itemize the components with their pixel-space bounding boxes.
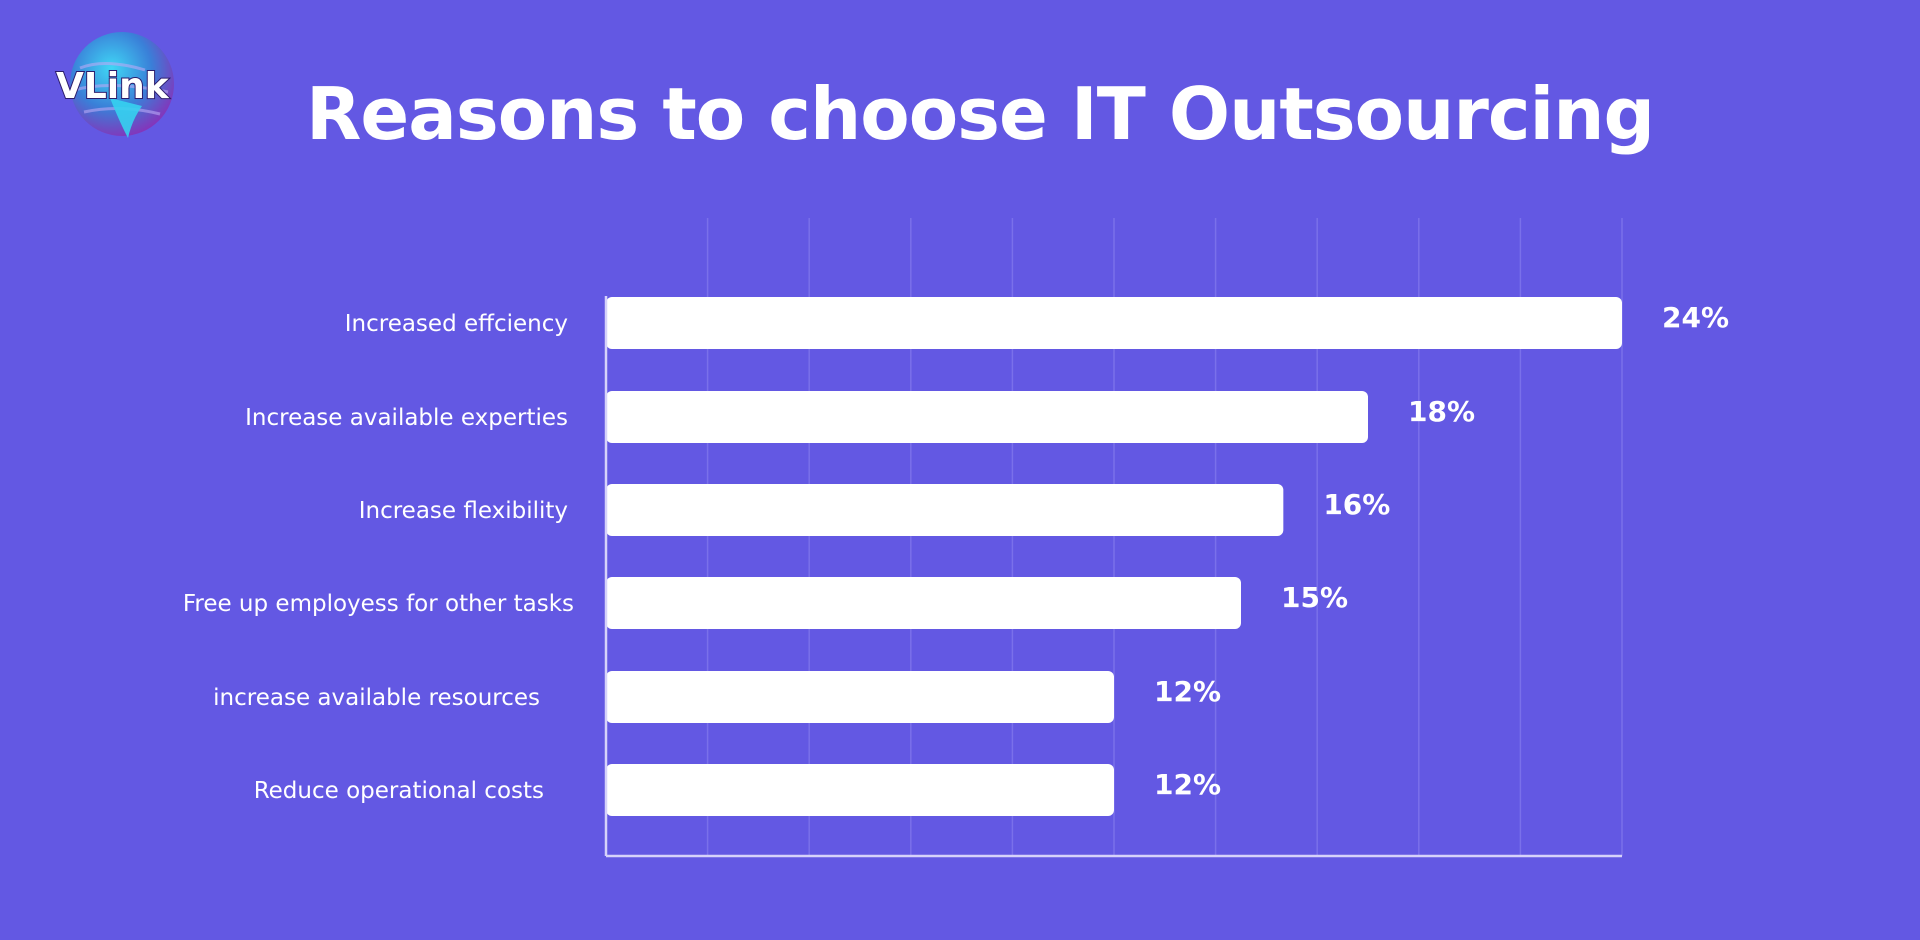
value-label: 12% [1154, 768, 1221, 801]
bar [606, 297, 1622, 349]
value-label: 12% [1154, 675, 1221, 708]
bar [606, 391, 1368, 443]
logo-text: VLink [56, 66, 170, 107]
vlink-logo-graphic: VLink [55, 32, 174, 138]
bar [606, 577, 1241, 629]
chart-title: Reasons to choose IT Outsourcing [305, 72, 1655, 156]
value-labels: 24% 18% 16% 15% 12% 12% [1154, 301, 1729, 801]
category-label: Reduce operational costs [254, 778, 544, 804]
category-labels: Increased effciency Increase available ex… [183, 311, 574, 804]
bar [606, 484, 1284, 536]
bar [606, 671, 1114, 723]
value-label: 18% [1408, 395, 1475, 428]
category-label: Increase flexibility [359, 498, 568, 524]
bars-group [606, 297, 1622, 816]
category-label: Increase available experties [245, 405, 568, 431]
category-label: Free up employess for other tasks [183, 591, 574, 617]
axes [604, 296, 1622, 858]
vlink-logo: VLink [50, 28, 210, 148]
value-label: 16% [1323, 488, 1390, 521]
category-label: increase available resources [213, 685, 540, 711]
category-label: Increased effciency [345, 311, 568, 337]
bar [606, 764, 1114, 816]
value-label: 24% [1662, 301, 1729, 334]
value-label: 15% [1281, 581, 1348, 614]
